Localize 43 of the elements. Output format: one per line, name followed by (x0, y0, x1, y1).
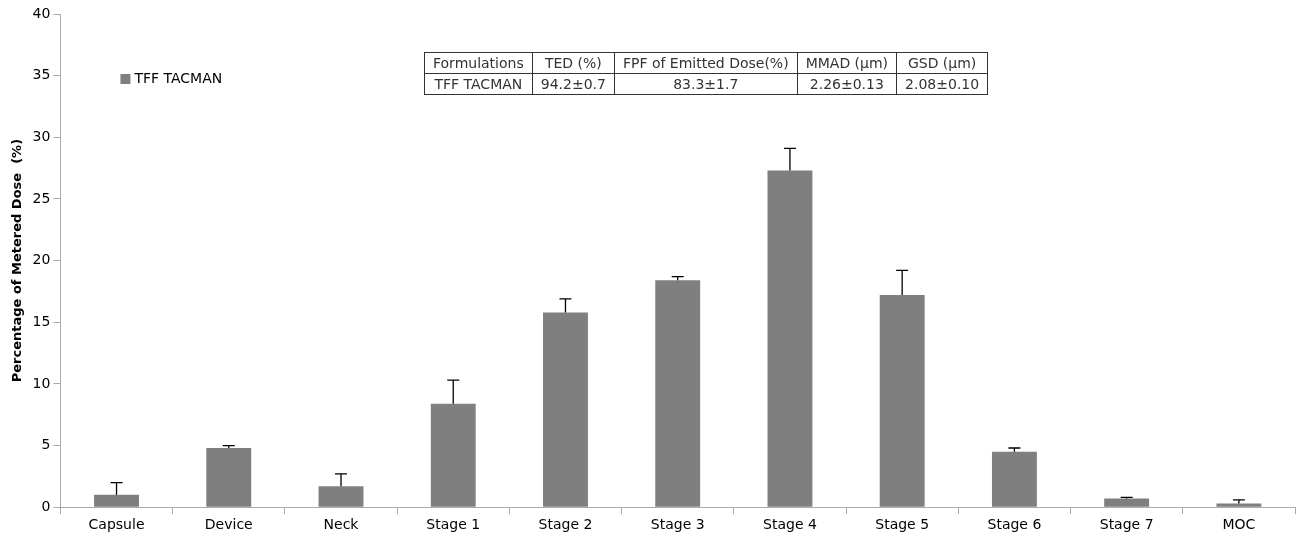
annotation: Formulations (424, 52, 533, 74)
bar (655, 280, 701, 507)
bar (1104, 498, 1150, 507)
x-tick-label: Device (204, 516, 253, 533)
y-axis-title: Percentage of Metered Dose (%) (9, 138, 25, 383)
bar (767, 170, 813, 507)
x-tick-label: Neck (323, 516, 360, 533)
annotation: 83.3±1.7 (614, 73, 798, 95)
legend-label: TFF TACMAN (133, 69, 223, 86)
annotation: TFF TACMAN (424, 73, 533, 95)
annotation: FPF of Emitted Dose(%) (614, 52, 798, 74)
x-tick-label: Stage 7 (1099, 516, 1154, 533)
y-tick-label: 25 (32, 189, 51, 206)
annotation: 2.08±0.10 (896, 73, 988, 95)
y-tick-label: 20 (32, 251, 51, 268)
bar (430, 403, 476, 507)
x-tick-label: Capsule (88, 516, 145, 533)
annotation: TED (%) (532, 52, 615, 74)
x-tick-label: MOC (1222, 516, 1256, 533)
bar (543, 312, 588, 507)
x-tick-label: Stage 2 (538, 516, 593, 533)
bar (94, 494, 139, 507)
x-tick-label: Stage 5 (875, 516, 930, 533)
y-tick-label: 10 (32, 374, 51, 391)
bar (206, 448, 252, 507)
annotation: 94.2±0.7 (532, 73, 615, 95)
y-tick-label: 35 (32, 66, 51, 83)
annotation: MMAD (µm) (797, 52, 897, 74)
y-tick-label: 40 (32, 4, 51, 21)
annotation: 2.26±0.13 (797, 73, 897, 95)
y-tick-label: 5 (41, 436, 51, 453)
x-tick-label: Stage 1 (426, 516, 481, 533)
y-tick-label: 15 (32, 312, 51, 329)
annotation: GSD (µm) (896, 52, 988, 74)
bar (318, 486, 364, 507)
x-tick-label: Stage 6 (987, 516, 1042, 533)
bar (991, 451, 1037, 507)
x-tick-label: Stage 3 (650, 516, 705, 533)
y-tick-label: 30 (32, 127, 51, 144)
bar (879, 295, 925, 507)
y-tick-label: 0 (41, 497, 51, 514)
bar (1216, 503, 1262, 507)
x-tick-label: Stage 4 (763, 516, 817, 533)
